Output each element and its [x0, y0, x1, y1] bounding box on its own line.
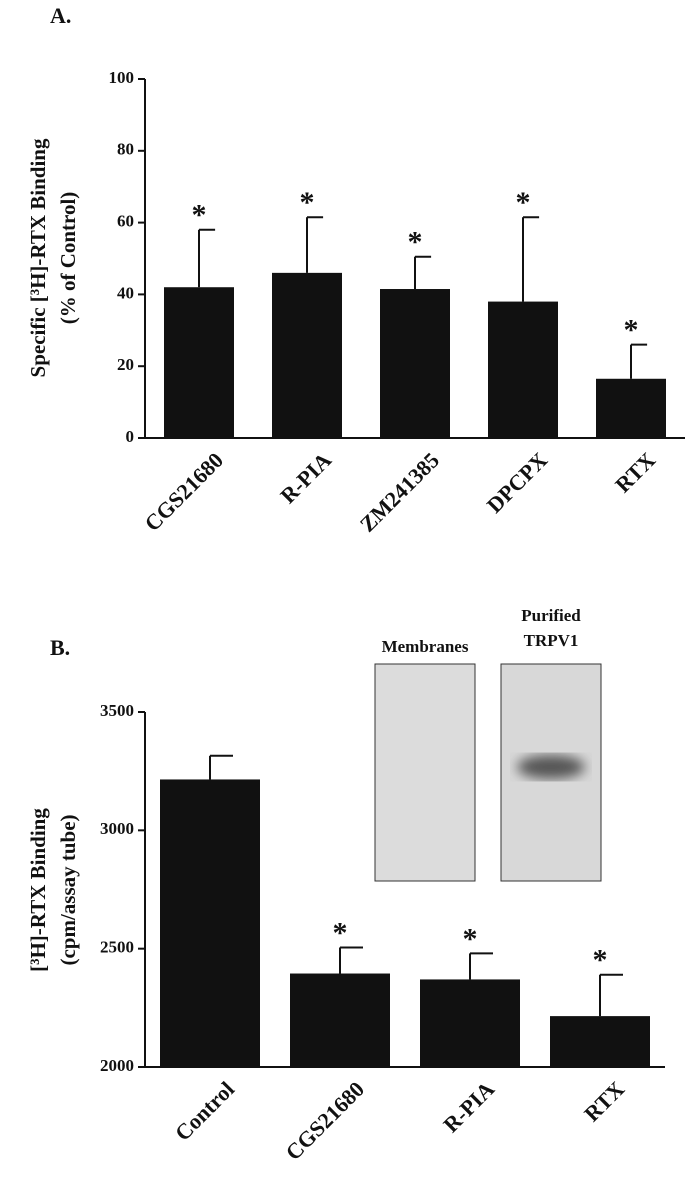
y-axis-label: [³H]-RTX Binding [26, 808, 50, 972]
significance-marker: * [300, 186, 315, 219]
bar [596, 378, 666, 438]
x-tick-label: R-PIA [275, 447, 336, 508]
membranes-lane [374, 663, 476, 882]
significance-marker: * [593, 944, 608, 977]
x-tick-label: CGS21680 [281, 1076, 370, 1165]
y-tick-label: 100 [109, 68, 135, 87]
x-tick-label: DPCPX [482, 447, 552, 517]
y-tick-label: 2500 [100, 938, 134, 957]
bar [290, 973, 390, 1067]
inset-label: TRPV1 [524, 631, 579, 650]
panel-label: A. [50, 3, 71, 28]
y-tick-label: 60 [117, 212, 134, 231]
x-tick-label: R-PIA [438, 1076, 499, 1137]
y-tick-label: 2000 [100, 1056, 134, 1075]
significance-marker: * [192, 199, 207, 232]
trpv1-band [517, 755, 585, 779]
y-tick-label: 40 [117, 283, 134, 302]
y-tick-label: 80 [117, 140, 134, 159]
bar [160, 779, 260, 1067]
bar [550, 1016, 650, 1067]
bar [272, 272, 342, 438]
significance-marker: * [333, 916, 348, 949]
bar [380, 289, 450, 438]
significance-marker: * [516, 186, 531, 219]
y-axis-label: Specific [³H]-RTX Binding [26, 138, 50, 377]
y-axis-label: (cpm/assay tube) [56, 814, 80, 965]
x-tick-label: RTX [579, 1076, 629, 1126]
y-tick-label: 3500 [100, 701, 134, 720]
bar [164, 287, 234, 438]
inset-label: Membranes [382, 637, 469, 656]
inset-blot [374, 663, 602, 882]
bar [488, 301, 558, 438]
x-tick-label: CGS21680 [140, 447, 229, 536]
significance-marker: * [408, 226, 423, 259]
bar [420, 979, 520, 1067]
inset-label: Purified [521, 606, 581, 625]
x-tick-label: Control [170, 1076, 239, 1145]
x-tick-label: ZM241385 [355, 447, 444, 536]
significance-marker: * [624, 314, 639, 347]
y-tick-label: 0 [126, 427, 135, 446]
y-tick-label: 20 [117, 355, 134, 374]
y-axis-label: (% of Control) [56, 192, 80, 325]
y-tick-label: 3000 [100, 819, 134, 838]
significance-marker: * [463, 922, 478, 955]
panel-label: B. [50, 635, 70, 660]
x-tick-label: RTX [610, 447, 660, 497]
